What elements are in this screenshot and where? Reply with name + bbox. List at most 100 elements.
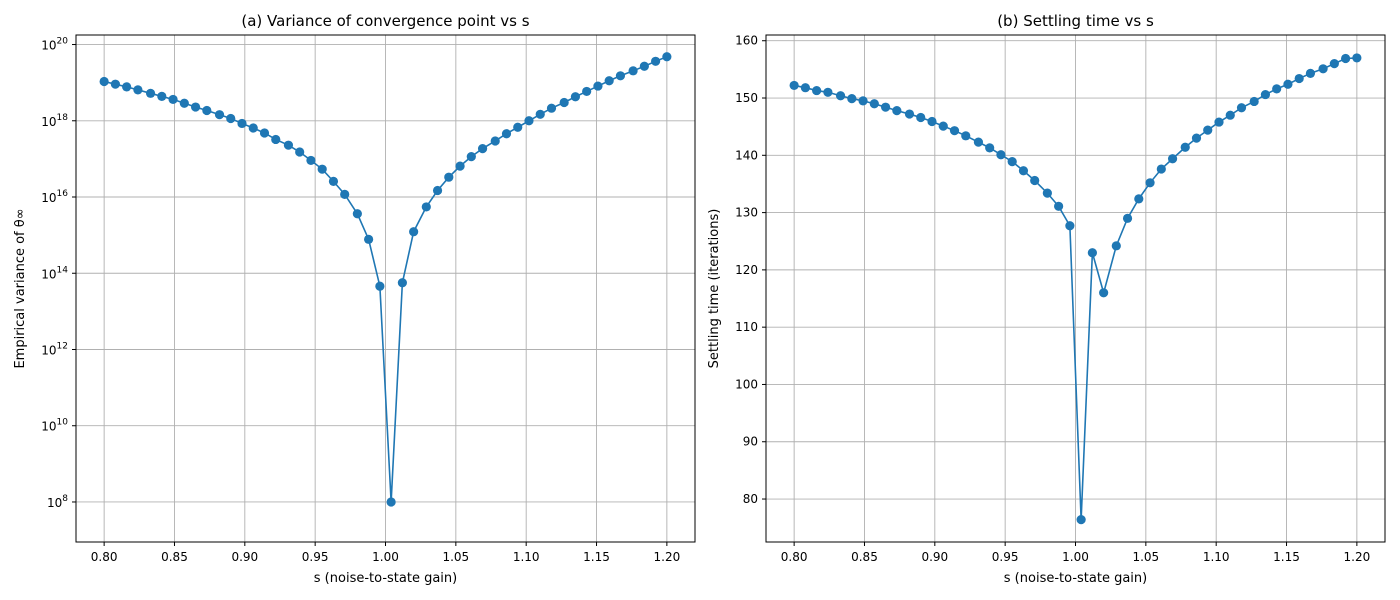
data-point bbox=[1283, 79, 1293, 89]
data-point bbox=[823, 87, 833, 97]
data-point bbox=[1352, 53, 1362, 63]
data-point bbox=[869, 99, 879, 109]
data-point bbox=[582, 86, 592, 97]
y-tick-label: 1016 bbox=[41, 189, 68, 205]
x-tick-label: 0.85 bbox=[851, 550, 878, 564]
data-point bbox=[340, 189, 350, 199]
x-tick-label: 1.15 bbox=[583, 550, 610, 564]
data-point bbox=[513, 122, 523, 132]
data-point bbox=[1167, 154, 1178, 164]
data-point bbox=[328, 176, 339, 186]
data-point bbox=[168, 94, 178, 105]
data-point bbox=[466, 152, 476, 162]
y-tick-base: 10 bbox=[47, 496, 62, 510]
data-point bbox=[226, 113, 236, 124]
data-point bbox=[570, 92, 581, 102]
data-point bbox=[662, 52, 672, 62]
data-point bbox=[1236, 103, 1247, 113]
data-point bbox=[202, 105, 212, 116]
y-tick-label: 1020 bbox=[41, 37, 68, 53]
data-point bbox=[1329, 59, 1339, 69]
plot-frame bbox=[765, 34, 1386, 543]
data-point bbox=[444, 172, 454, 182]
data-point bbox=[1042, 188, 1052, 198]
data-point bbox=[973, 137, 984, 147]
data-point bbox=[133, 85, 143, 95]
x-tick-label: 1.00 bbox=[372, 550, 399, 564]
data-point bbox=[628, 66, 638, 76]
y-tick-exponent: 10 bbox=[57, 418, 69, 428]
data-point bbox=[237, 118, 247, 129]
x-axis-label: s (noise-to-state gain) bbox=[314, 571, 457, 586]
data-point bbox=[1065, 221, 1075, 231]
plot-frame bbox=[75, 34, 696, 543]
data-point bbox=[190, 102, 201, 112]
x-tick-label: 1.15 bbox=[1273, 550, 1300, 564]
y-tick-base: 10 bbox=[41, 343, 56, 357]
y-tick-exponent: 12 bbox=[57, 341, 68, 351]
x-tick-label: 1.10 bbox=[1203, 550, 1230, 564]
data-point bbox=[604, 76, 614, 86]
y-tick-label: 1018 bbox=[41, 113, 68, 129]
y-tick-label: 130 bbox=[735, 206, 758, 220]
data-point bbox=[1145, 178, 1155, 188]
data-point bbox=[1007, 157, 1017, 167]
y-tick-label: 100 bbox=[735, 377, 758, 391]
data-point bbox=[1305, 68, 1316, 78]
data-point bbox=[409, 227, 419, 237]
data-point bbox=[1294, 73, 1304, 84]
x-tick-label: 0.90 bbox=[921, 550, 948, 564]
y-tick-label: 1014 bbox=[41, 265, 68, 281]
chart-title: (b) Settling time vs s bbox=[997, 12, 1154, 30]
data-point bbox=[927, 116, 937, 127]
data-point bbox=[1018, 166, 1029, 176]
data-point bbox=[1272, 84, 1282, 94]
data-point bbox=[835, 91, 846, 101]
y-tick-label: 110 bbox=[735, 320, 758, 334]
x-tick-label: 1.00 bbox=[1062, 550, 1089, 564]
data-point bbox=[122, 82, 132, 92]
data-point bbox=[949, 126, 960, 136]
y-tick-base: 10 bbox=[41, 115, 56, 129]
x-axis-label: s (noise-to-state gain) bbox=[1004, 571, 1147, 586]
data-point bbox=[996, 150, 1006, 160]
x-tick-label: 0.85 bbox=[161, 550, 188, 564]
data-point bbox=[904, 109, 915, 119]
data-point bbox=[421, 202, 431, 212]
chart-panel-settling-time: 0.80 0.85 0.90 0.95 1.00 1.05 1.10 1.15 1.20 80 90… bbox=[707, 12, 1386, 586]
y-tick-label: 90 bbox=[743, 435, 758, 449]
data-point bbox=[916, 112, 926, 123]
x-tick-label: 1.10 bbox=[513, 550, 540, 564]
chart-panel-variance: 0.80 0.85 0.90 0.95 1.00 1.05 1.10 1.15 1.201081… bbox=[13, 12, 696, 586]
data-point bbox=[892, 106, 902, 116]
data-point bbox=[789, 80, 799, 91]
data-point bbox=[1099, 288, 1109, 298]
y-tick-label: 160 bbox=[735, 34, 758, 48]
data-point bbox=[455, 161, 465, 171]
data-point bbox=[1076, 515, 1086, 525]
data-point bbox=[179, 98, 189, 108]
x-tick-label: 0.80 bbox=[781, 550, 808, 564]
data-point bbox=[1122, 213, 1133, 223]
data-point bbox=[145, 88, 156, 98]
data-point bbox=[985, 143, 995, 153]
y-axis-label: Settling time (iterations) bbox=[707, 209, 722, 369]
data-point bbox=[524, 116, 534, 126]
x-tick-label: 0.80 bbox=[91, 550, 118, 564]
data-point bbox=[961, 131, 971, 141]
x-tick-label: 0.90 bbox=[231, 550, 258, 564]
data-point bbox=[352, 209, 362, 219]
data-point bbox=[546, 103, 557, 113]
data-point bbox=[535, 109, 545, 119]
x-tick-label: 1.05 bbox=[442, 550, 469, 564]
data-point bbox=[364, 234, 374, 244]
data-point bbox=[858, 96, 868, 106]
data-point bbox=[1180, 142, 1190, 152]
data-point bbox=[1214, 117, 1224, 127]
y-tick-exponent: 16 bbox=[57, 189, 69, 199]
data-point bbox=[651, 56, 661, 66]
grid-lines bbox=[766, 35, 1385, 542]
data-point bbox=[1191, 133, 1202, 143]
data-point bbox=[259, 128, 270, 138]
